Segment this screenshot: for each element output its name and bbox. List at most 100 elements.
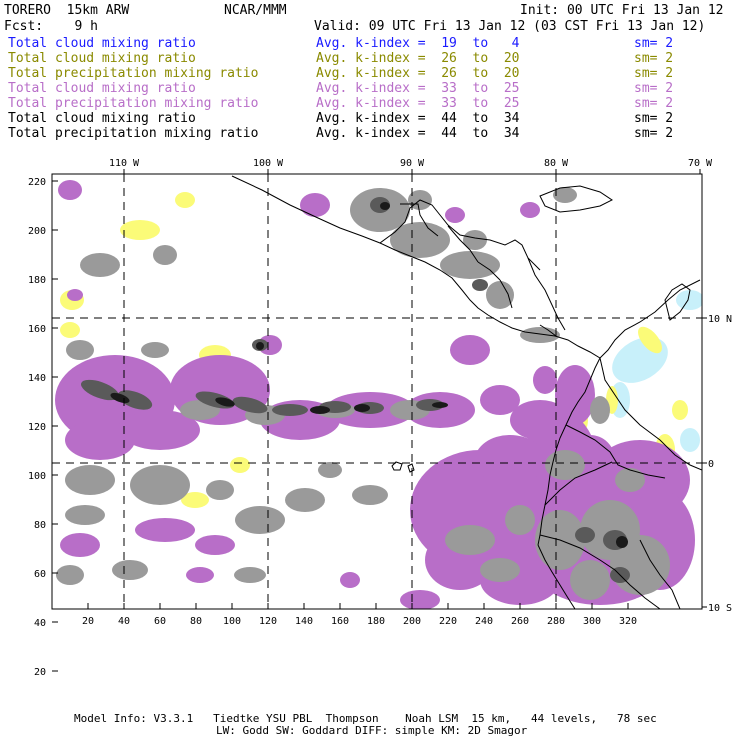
field-shading — [676, 290, 702, 310]
legend-kindex: Avg. k-index = 33 to 25 — [316, 96, 520, 111]
country-borders — [400, 203, 702, 609]
field-shading — [380, 202, 390, 210]
field-shading — [555, 365, 595, 425]
lat-label: 10 S — [708, 603, 732, 614]
legend-sm: sm= 2 — [634, 66, 674, 81]
field-shading — [463, 230, 487, 250]
field-shading — [440, 251, 500, 279]
y-tick-label: 20 — [34, 667, 46, 678]
field-shading — [272, 404, 308, 416]
field-shading — [112, 560, 148, 580]
x-tick-label: 240 — [475, 616, 493, 627]
legend-kindex: Avg. k-index = 19 to 4 — [316, 36, 520, 51]
field-shading — [480, 385, 520, 415]
field-shading — [232, 396, 268, 414]
field-shading — [181, 492, 209, 508]
field-shading — [480, 558, 520, 582]
field-shading — [318, 462, 342, 478]
valid-time: Valid: 09 UTC Fri 13 Jan 12 (03 CST Fri … — [314, 19, 706, 34]
x-tick-label: 140 — [295, 616, 313, 627]
model-info-line2: LW: Godd SW: Goddard DIFF: simple KM: 2D… — [216, 724, 528, 737]
field-shading — [445, 207, 465, 223]
x-tick-label: 260 — [511, 616, 529, 627]
field-shading — [65, 505, 105, 525]
x-tick-label: 40 — [118, 616, 130, 627]
legend-sm: sm= 2 — [634, 111, 674, 126]
y-tick-label: 160 — [28, 324, 46, 335]
lat-label: 0 — [708, 459, 714, 470]
legend-sm: sm= 2 — [634, 126, 674, 141]
grid-lines — [52, 174, 702, 609]
y-tick-label: 40 — [34, 618, 46, 629]
y-tick-label: 200 — [28, 226, 46, 237]
forecast-hour: Fcst: 9 h — [4, 19, 98, 34]
field-shading — [505, 505, 535, 535]
field-shading — [117, 390, 153, 410]
field-shading — [310, 406, 330, 414]
field-shading — [67, 289, 83, 301]
field-shading — [475, 435, 545, 485]
x-tick-label: 20 — [82, 616, 94, 627]
field-shading — [60, 322, 80, 338]
field-shading — [65, 465, 115, 495]
lon-label: 90 W — [400, 158, 425, 169]
field-shading — [175, 192, 195, 208]
legend-kindex: Avg. k-index = 26 to 20 — [316, 66, 520, 81]
lon-label: 70 W — [688, 158, 713, 169]
field-shading — [60, 533, 100, 557]
legend-field: Total precipitation mixing ratio — [8, 66, 259, 81]
x-tick-label: 320 — [619, 616, 637, 627]
field-shading — [215, 397, 235, 407]
field-shading — [206, 480, 234, 500]
field-shading — [141, 342, 169, 358]
x-tick-label: 280 — [547, 616, 565, 627]
field-shading — [616, 536, 628, 548]
y-tick-label: 100 — [28, 471, 46, 482]
legend-kindex: Avg. k-index = 33 to 25 — [316, 81, 520, 96]
field-shading — [285, 488, 325, 512]
field-shading — [130, 465, 190, 505]
field-shading — [672, 400, 688, 420]
field-shading — [354, 404, 370, 412]
coastlines — [231, 175, 701, 609]
y-tick-label: 120 — [28, 422, 46, 433]
field-shading — [120, 220, 160, 240]
field-shading — [80, 253, 120, 277]
legend-field: Total cloud mixing ratio — [8, 36, 196, 51]
x-tick-label: 120 — [259, 616, 277, 627]
model-info-line1: Model Info: V3.3.1 Tiedtke YSU PBL Thomp… — [74, 712, 657, 725]
field-shading — [120, 410, 200, 450]
y-tick-label: 220 — [28, 177, 46, 188]
field-shading — [520, 202, 540, 218]
legend-kindex: Avg. k-index = 44 to 34 — [316, 111, 520, 126]
field-shading — [153, 245, 177, 265]
lon-label: 100 W — [253, 158, 284, 169]
y-tick-label: 60 — [34, 569, 46, 580]
field-shading — [445, 525, 495, 555]
x-tick-label: 180 — [367, 616, 385, 627]
x-tick-label: 300 — [583, 616, 601, 627]
field-shading — [135, 518, 195, 542]
x-tick-label: 60 — [154, 616, 166, 627]
field-shading — [56, 565, 84, 585]
field-shading — [235, 506, 285, 534]
field-shading — [545, 450, 585, 480]
legend-field: Total cloud mixing ratio — [8, 81, 196, 96]
y-tick-label: 180 — [28, 275, 46, 286]
field-shading — [195, 535, 235, 555]
lon-label: 110 W — [109, 158, 140, 169]
field-shading — [186, 567, 214, 583]
field-shading — [638, 326, 662, 354]
legend-sm: sm= 2 — [634, 36, 674, 51]
plot-frame — [51, 173, 703, 610]
field-shading — [65, 420, 135, 460]
y-tick-label: 140 — [28, 373, 46, 384]
x-tick-label: 100 — [223, 616, 241, 627]
field-shading — [590, 396, 610, 424]
model-title: TORERO 15km ARW — [4, 3, 130, 18]
field-shading — [58, 180, 82, 200]
field-shading — [81, 379, 119, 401]
x-tick-label: 200 — [403, 616, 421, 627]
field-shading — [300, 193, 330, 217]
legend-sm: sm= 2 — [634, 81, 674, 96]
